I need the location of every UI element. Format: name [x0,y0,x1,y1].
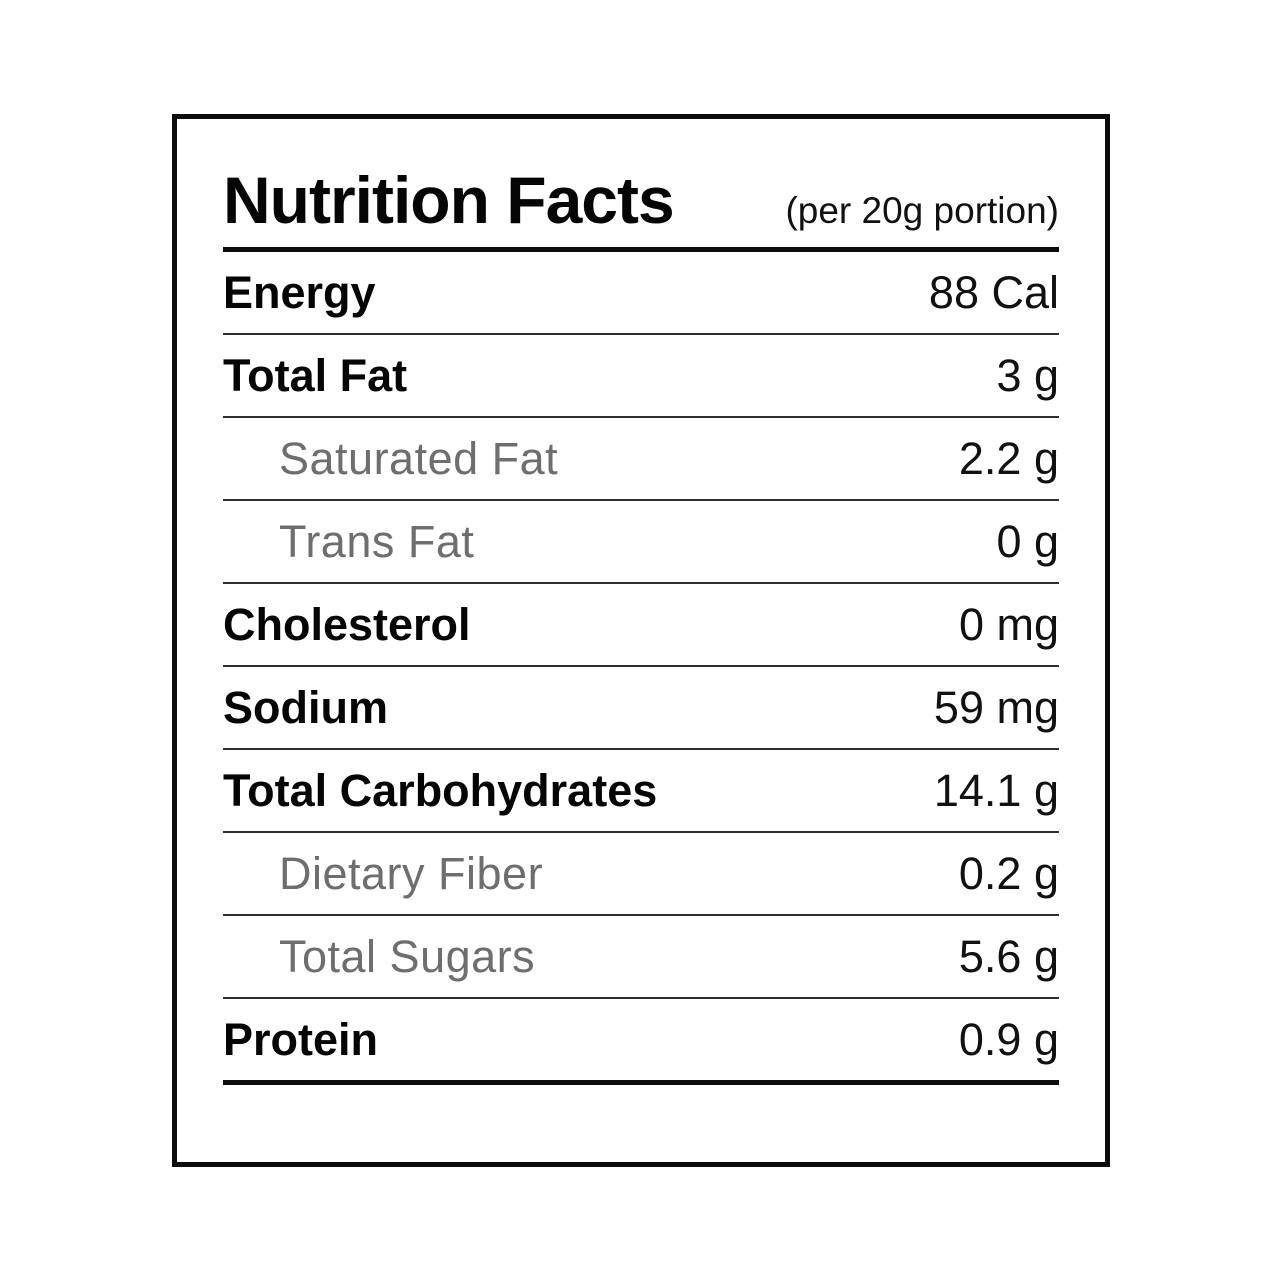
row-value: 2.2 g [958,432,1059,484]
row-value: 59 mg [933,681,1059,733]
row-label: Total Carbohydrates [223,764,658,816]
row-label: Total Sugars [279,930,536,982]
nutrition-row-cholesterol: Cholesterol 0 mg [223,584,1059,667]
row-label: Saturated Fat [279,432,559,484]
nutrition-row-saturated-fat: Saturated Fat 2.2 g [223,418,1059,501]
row-value: 14.1 g [933,764,1059,816]
label-serving-note: (per 20g portion) [785,190,1059,231]
row-label: Dietary Fiber [279,847,544,899]
row-value: 3 g [996,349,1059,401]
label-content: Nutrition Facts (per 20g portion) Energy… [177,119,1105,1162]
nutrition-row-total-carbohydrates: Total Carbohydrates 14.1 g [223,750,1059,833]
row-label: Sodium [223,681,388,733]
nutrition-rows: Energy 88 Cal Total Fat 3 g Saturated Fa… [223,252,1059,1085]
nutrition-facts-label: Nutrition Facts (per 20g portion) Energy… [172,114,1110,1167]
row-value: 0 mg [958,598,1059,650]
row-value: 0.2 g [958,847,1059,899]
nutrition-row-energy: Energy 88 Cal [223,252,1059,335]
row-value: 0 g [996,515,1059,567]
label-header: Nutrition Facts (per 20g portion) [223,119,1059,252]
row-label: Trans Fat [279,515,475,567]
row-value: 0.9 g [958,1013,1059,1065]
row-label: Energy [223,266,376,318]
row-value: 88 Cal [928,266,1059,318]
nutrition-row-dietary-fiber: Dietary Fiber 0.2 g [223,833,1059,916]
row-value: 5.6 g [958,930,1059,982]
nutrition-row-sodium: Sodium 59 mg [223,667,1059,750]
nutrition-row-total-fat: Total Fat 3 g [223,335,1059,418]
nutrition-row-trans-fat: Trans Fat 0 g [223,501,1059,584]
row-label: Cholesterol [223,598,471,650]
row-label: Total Fat [223,349,408,401]
nutrition-row-total-sugars: Total Sugars 5.6 g [223,916,1059,999]
row-label: Protein [223,1013,379,1065]
nutrition-row-protein: Protein 0.9 g [223,999,1059,1085]
label-title: Nutrition Facts [223,163,675,237]
